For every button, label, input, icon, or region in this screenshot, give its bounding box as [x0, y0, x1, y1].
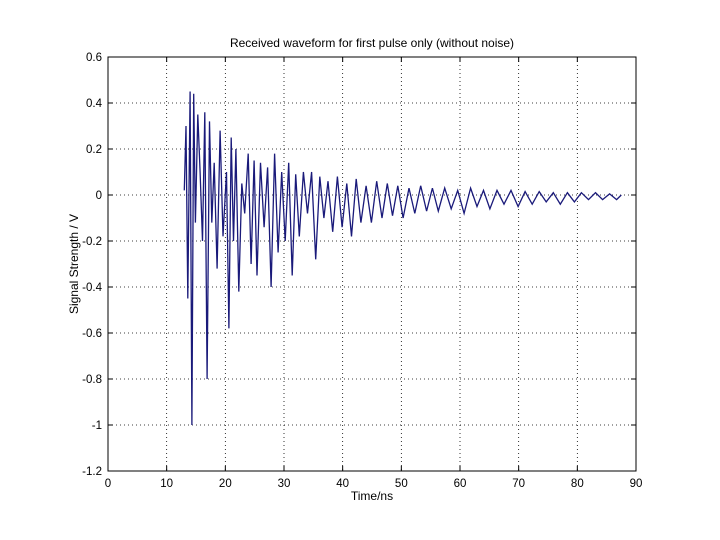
x-tick-label: 20 — [219, 478, 232, 490]
x-tick-label: 80 — [571, 478, 584, 490]
chart-title: Received waveform for first pulse only (… — [230, 36, 514, 50]
grid — [108, 57, 636, 471]
plot-frame — [107, 56, 637, 472]
x-tick-label: 40 — [336, 478, 349, 490]
y-axis-label: Signal Strength / V — [67, 214, 81, 314]
y-tick-label: -1 — [92, 420, 102, 432]
x-tick-label: 60 — [454, 478, 467, 490]
y-tick-label: -0.2 — [82, 236, 102, 248]
x-tick-label: 90 — [630, 478, 643, 490]
x-tick-label: 50 — [395, 478, 408, 490]
x-tick-label: 70 — [512, 478, 525, 490]
y-tick-label: 0.2 — [86, 144, 102, 156]
y-tick-label: 0 — [96, 190, 102, 202]
y-tick-label: -0.6 — [82, 328, 102, 340]
x-tick-label: 0 — [105, 478, 111, 490]
y-tick-label: 0.4 — [86, 98, 103, 110]
y-tick-label: -0.8 — [82, 374, 102, 386]
x-tick-label: 30 — [278, 478, 291, 490]
x-axis-label: Time/ns — [351, 489, 393, 503]
series-line — [183, 91, 622, 426]
y-tick-label: 0.6 — [86, 52, 102, 64]
y-tick-label: -0.4 — [82, 282, 102, 294]
y-tick-label: -1.2 — [82, 466, 102, 478]
series-layer — [183, 91, 622, 426]
axis-ticks: 0 10 20 30 40 50 60 70 80 90 0.6 0.4 0.2 0 -0.2 -0.4 -0.… — [82, 52, 642, 490]
x-tick-label: 10 — [160, 478, 173, 490]
